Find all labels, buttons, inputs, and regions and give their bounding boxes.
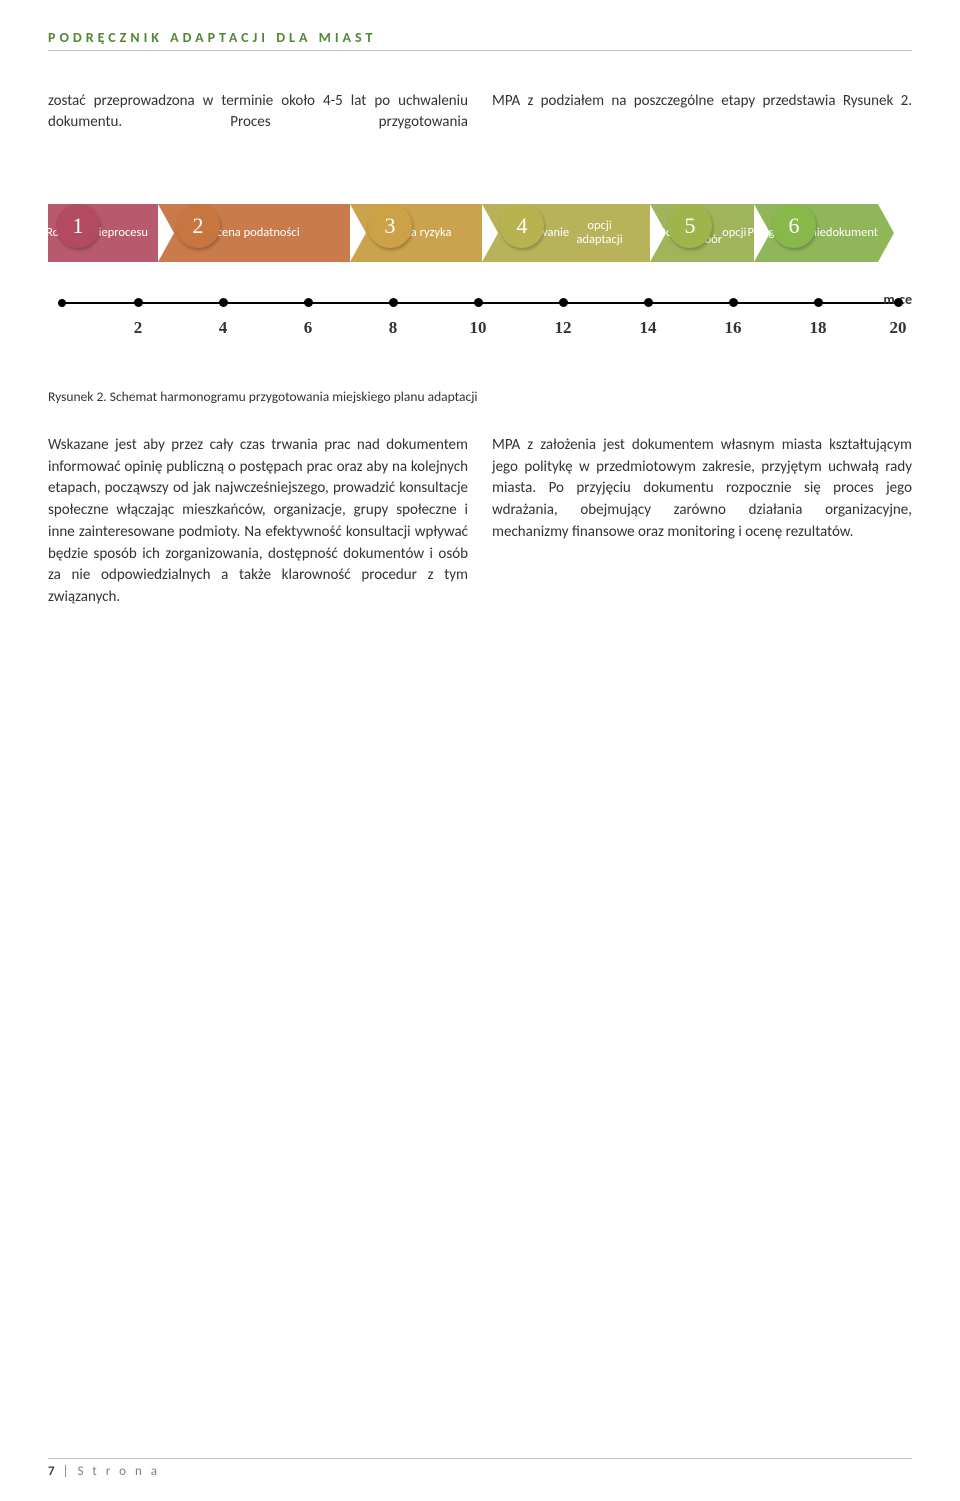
stage-notch — [482, 204, 498, 262]
timeline-tick-label: 4 — [219, 316, 228, 340]
timeline: m-ce 2468101214161820 — [48, 302, 912, 352]
stage-3: Analiza ryzyka3 — [350, 204, 482, 262]
page-header: PODRĘCZNIK ADAPTACJI DLA MIAST — [48, 28, 912, 51]
timeline-tick — [474, 298, 483, 307]
stage-notch — [754, 204, 770, 262]
timeline-tick — [304, 298, 313, 307]
stages-row: Rozpoczęcieprocesu1Ocena podatności2Anal… — [48, 162, 912, 292]
stage-number-circle: 6 — [772, 204, 816, 248]
body-columns: Wskazane jest aby przez cały czas trwani… — [48, 435, 912, 609]
stage-4: Opracowanieopcji adaptacji4 — [482, 204, 650, 262]
body-right: MPA z założenia jest dokumentem własnym … — [492, 435, 912, 609]
timeline-tick-label: 16 — [725, 316, 742, 340]
stage-number-circle: 3 — [368, 204, 412, 248]
stage-1: Rozpoczęcieprocesu1 — [48, 204, 158, 262]
stage-2: Ocena podatności2 — [158, 204, 350, 262]
body-left: Wskazane jest aby przez cały czas trwani… — [48, 435, 468, 609]
timeline-tick — [559, 298, 568, 307]
stage-5: Ocenai wybóropcji5 — [650, 204, 754, 262]
timeline-tick-label: 12 — [555, 316, 572, 340]
stage-number-circle: 4 — [500, 204, 544, 248]
timeline-tick — [219, 298, 228, 307]
process-diagram: Rozpoczęcieprocesu1Ocena podatności2Anal… — [48, 162, 912, 382]
intro-right: MPA z podziałem na poszczególne etapy pr… — [492, 91, 912, 135]
page-number: 7 — [48, 1464, 55, 1479]
timeline-tick — [134, 298, 143, 307]
timeline-tick — [389, 298, 398, 307]
stage-number-circle: 5 — [668, 204, 712, 248]
footer-label: S t r o n a — [77, 1464, 159, 1479]
timeline-tick — [644, 298, 653, 307]
timeline-tick — [814, 298, 823, 307]
timeline-tick-label: 8 — [389, 316, 398, 340]
timeline-tick-label: 10 — [470, 316, 487, 340]
stage-notch — [650, 204, 666, 262]
intro-columns: zostać przeprowadzona w terminie około 4… — [48, 91, 912, 135]
timeline-tick-label: 6 — [304, 316, 313, 340]
stage-notch — [350, 204, 366, 262]
timeline-tick-label: 2 — [134, 316, 143, 340]
figure-caption: Rysunek 2. Schemat harmonogramu przygoto… — [48, 388, 912, 407]
page-footer: 7 | S t r o n a — [48, 1458, 912, 1481]
stage-6: Przygotowa-niedokumentu6 — [754, 204, 878, 262]
timeline-tick-label: 14 — [640, 316, 657, 340]
page-number-separator: | — [63, 1464, 78, 1479]
stage-number-circle: 2 — [176, 204, 220, 248]
timeline-tick-label: 18 — [810, 316, 827, 340]
timeline-tick-label: 20 — [890, 316, 907, 340]
stage-notch — [158, 204, 174, 262]
intro-left: zostać przeprowadzona w terminie około 4… — [48, 91, 468, 135]
stage-number-circle: 1 — [56, 204, 100, 248]
stage-chevron — [878, 204, 894, 262]
timeline-endcap — [58, 299, 66, 307]
timeline-tick — [729, 298, 738, 307]
